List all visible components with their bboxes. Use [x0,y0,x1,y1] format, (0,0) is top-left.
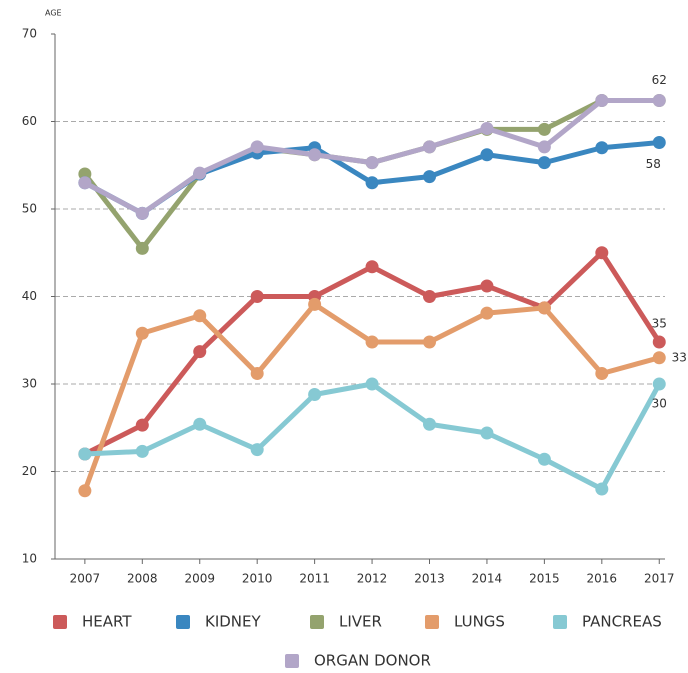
point [595,141,609,155]
point [652,351,666,365]
point [652,94,666,107]
legend-label: LIVER [339,613,382,631]
point [480,426,494,440]
point [595,367,609,380]
x-tick-label: 2011 [299,572,330,586]
legend-swatch [553,615,567,629]
point [480,122,494,135]
x-tick-label: 2013 [414,572,445,586]
point [78,447,92,461]
point [193,166,207,180]
y-axis-label: AGE [45,9,62,18]
point [250,140,264,154]
y-tick-label: 60 [22,114,37,128]
legend-swatch [425,615,439,629]
value-label: 35 [652,317,667,331]
y-tick-label: 40 [22,289,37,303]
value-label: 58 [646,157,661,171]
point [250,443,264,457]
point [537,122,551,136]
x-tick-label: 2008 [127,572,158,586]
legend-label: LUNGS [454,613,505,631]
point [135,206,149,220]
point [423,140,437,154]
point [652,335,666,349]
x-tick-label: 2009 [184,572,215,586]
point [365,377,379,391]
point [193,417,207,431]
x-tick-label: 2015 [529,572,560,586]
point [135,444,149,458]
point [250,290,264,303]
point [308,297,322,311]
point [78,484,92,498]
legend-swatch [310,615,324,629]
point [135,418,149,432]
x-tick-label: 2016 [587,572,618,586]
point [595,482,609,496]
point [652,377,666,391]
point [135,326,149,340]
x-tick-label: 2007 [70,572,101,586]
value-label: 33 [672,350,687,364]
point [537,301,551,315]
point [595,246,609,260]
y-tick-label: 70 [22,27,37,41]
point [595,94,609,107]
legend-label: PANCREAS [582,613,662,631]
point [652,136,666,149]
point [423,290,437,303]
point [480,306,494,320]
x-tick-label: 2012 [357,572,388,586]
point [537,156,551,170]
point [423,170,437,184]
point [193,345,207,359]
point [537,452,551,466]
point [365,335,379,349]
x-tick-label: 2014 [472,572,503,586]
legend-swatch [53,615,67,629]
y-tick-label: 10 [22,552,37,566]
y-tick-label: 30 [22,377,37,391]
point [308,388,322,401]
legend-label: HEART [82,613,132,631]
point [193,309,207,323]
point [78,176,92,190]
legend-label: ORGAN DONOR [314,652,431,670]
point [423,335,437,349]
point [365,176,379,190]
point [308,148,322,162]
point [423,417,437,431]
legend-label: KIDNEY [205,613,262,631]
series-line [82,301,660,492]
x-tick-label: 2017 [644,572,675,586]
point [250,367,264,380]
legend-swatch [285,654,299,668]
legend-swatch [176,615,190,629]
x-tick-label: 2010 [242,572,273,586]
point [480,279,494,293]
series-line [84,381,662,492]
point [365,260,379,274]
series-line [83,250,662,457]
point [537,140,551,154]
value-label: 30 [652,397,667,411]
y-tick-label: 20 [22,464,37,478]
y-tick-label: 50 [22,202,37,216]
point [480,148,494,162]
value-label: 62 [652,73,667,87]
point [365,156,379,170]
point [135,241,149,255]
